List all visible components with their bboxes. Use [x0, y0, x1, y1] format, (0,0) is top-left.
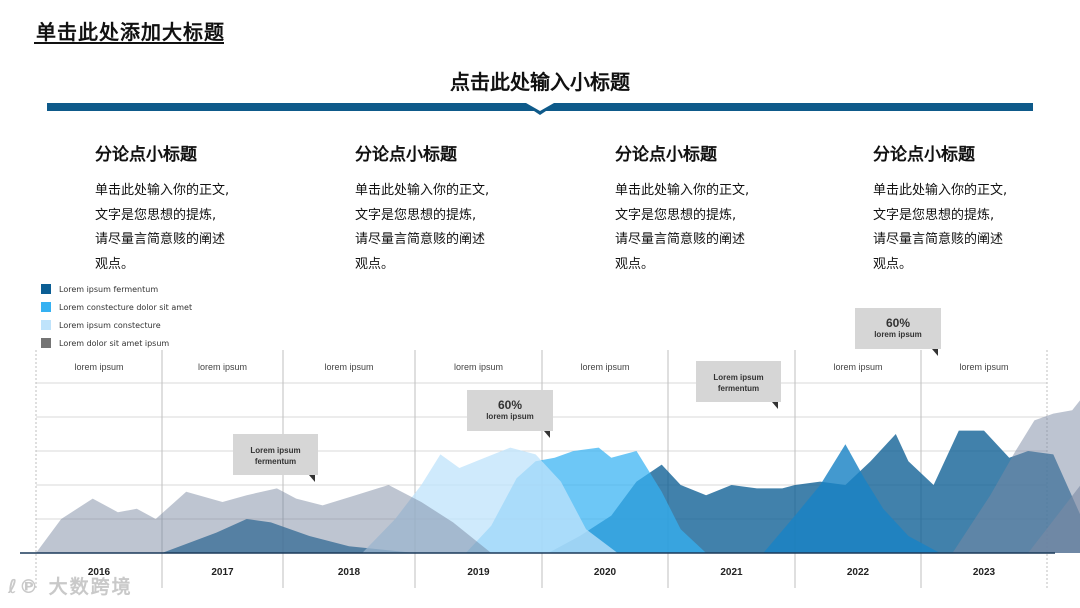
point-line: 单击此处输入你的正文, [615, 183, 750, 198]
point-line: 观点。 [355, 256, 395, 272]
area-series [162, 519, 415, 553]
point-line: 观点。 [873, 256, 913, 272]
column-label: lorem ipsum [74, 362, 123, 372]
column-label: lorem ipsum [454, 362, 503, 372]
area-series [36, 485, 492, 553]
legend-label: Lorem ipsum fermentum [59, 284, 159, 294]
chart-legend: Lorem ipsum fermentum Lorem constecture … [41, 280, 192, 352]
point-body: 单击此处输入你的正文, 文字是您思想的提炼, 请尽量言简意赅的阐述 观点。 [355, 179, 515, 277]
point-body: 单击此处输入你的正文, 文字是您思想的提炼, 请尽量言简意赅的阐述 观点。 [873, 179, 1033, 277]
callout-line: lorem ipsum [874, 330, 922, 339]
column-label: lorem ipsum [580, 362, 629, 372]
callout-line: fermentum [255, 457, 296, 466]
callout-pointer [544, 431, 550, 438]
x-tick-label: 2023 [973, 567, 996, 578]
x-tick-label: 2019 [467, 567, 490, 578]
legend-label: Lorem dolor sit amet ipsum [59, 338, 170, 348]
callout-box [696, 361, 781, 402]
point-line: 文字是您思想的提炼, [873, 207, 995, 223]
area-series [763, 444, 940, 553]
point-line: 请尽量言简意赅的阐述 [873, 232, 1004, 247]
point-title: 分论点小标题 [873, 145, 975, 165]
area-series [362, 447, 618, 553]
column-label: lorem ipsum [324, 362, 373, 372]
title-underline [34, 42, 224, 44]
legend-swatch [41, 338, 51, 348]
x-tick-label: 2022 [847, 567, 870, 578]
callout-pointer [309, 475, 315, 482]
legend-label: Lorem ipsum constecture [59, 320, 161, 330]
subtitle: 点击此处输入小标题 [450, 70, 630, 94]
point-2: 分论点小标题 单击此处输入你的正文, 文字是您思想的提炼, 请尽量言简意赅的阐述… [355, 140, 555, 277]
point-line: 请尽量言简意赅的阐述 [95, 232, 226, 247]
watermark: ℓ℗ 大数跨境 [8, 572, 133, 599]
column-label: lorem ipsum [959, 362, 1008, 372]
x-tick-label: 2020 [594, 567, 617, 578]
point-4: 分论点小标题 单击此处输入你的正文, 文字是您思想的提炼, 请尽量言简意赅的阐述… [873, 140, 1073, 277]
callout-box [855, 308, 941, 349]
point-title: 分论点小标题 [615, 145, 717, 165]
point-line: 文字是您思想的提炼, [95, 207, 217, 223]
point-line: 文字是您思想的提炼, [615, 207, 737, 223]
legend-item: Lorem constecture dolor sit amet [41, 298, 192, 316]
callout-box [233, 434, 318, 475]
area-series [952, 400, 1080, 553]
point-line: 观点。 [95, 256, 135, 272]
point-title: 分论点小标题 [95, 145, 197, 165]
callout-line: 60% [498, 398, 522, 412]
callout-line: lorem ipsum [486, 412, 534, 421]
point-line: 请尽量言简意赅的阐述 [355, 232, 486, 247]
legend-swatch [41, 284, 51, 294]
legend-item: Lorem ipsum fermentum [41, 280, 192, 298]
watermark-text: 大数跨境 [48, 576, 133, 598]
callout-pointer [772, 402, 778, 409]
area-series [1028, 485, 1080, 553]
point-line: 单击此处输入你的正文, [355, 183, 490, 198]
column-label: lorem ipsum [833, 362, 882, 372]
callout-pointer [932, 349, 938, 356]
x-tick-label: 2017 [211, 567, 234, 578]
x-tick-label: 2016 [88, 567, 111, 578]
point-line: 单击此处输入你的正文, [873, 183, 1008, 198]
x-tick-label: 2021 [720, 567, 743, 578]
legend-label: Lorem constecture dolor sit amet [59, 302, 193, 312]
x-tick-label: 2018 [338, 567, 361, 578]
point-body: 单击此处输入你的正文, 文字是您思想的提炼, 请尽量言简意赅的阐述 观点。 [615, 179, 775, 277]
point-body: 单击此处输入你的正文, 文字是您思想的提炼, 请尽量言简意赅的阐述 观点。 [95, 179, 255, 277]
watermark-logo-icon: ℓ℗ [8, 576, 40, 598]
point-line: 单击此处输入你的正文, [95, 183, 230, 198]
callout-box [467, 390, 553, 431]
callout-line: Lorem ipsum [250, 446, 300, 455]
column-label: lorem ipsum [198, 362, 247, 372]
point-line: 请尽量言简意赅的阐述 [615, 232, 746, 247]
legend-swatch [41, 302, 51, 312]
legend-swatch [41, 320, 51, 330]
main-title: 单击此处添加大标题 [36, 20, 225, 44]
band-notch-highlight [526, 103, 554, 111]
point-3: 分论点小标题 单击此处输入你的正文, 文字是您思想的提炼, 请尽量言简意赅的阐述… [615, 140, 815, 277]
point-line: 观点。 [615, 256, 655, 272]
legend-item: Lorem dolor sit amet ipsum [41, 334, 192, 352]
callout-line: fermentum [718, 384, 759, 393]
point-title: 分论点小标题 [355, 145, 457, 165]
area-series [548, 430, 1080, 553]
callout-line: 60% [886, 316, 910, 330]
point-line: 文字是您思想的提炼, [355, 207, 477, 223]
point-1: 分论点小标题 单击此处输入你的正文, 文字是您思想的提炼, 请尽量言简意赅的阐述… [95, 140, 295, 277]
callout-line: Lorem ipsum [713, 373, 763, 382]
legend-item: Lorem ipsum constecture [41, 316, 192, 334]
